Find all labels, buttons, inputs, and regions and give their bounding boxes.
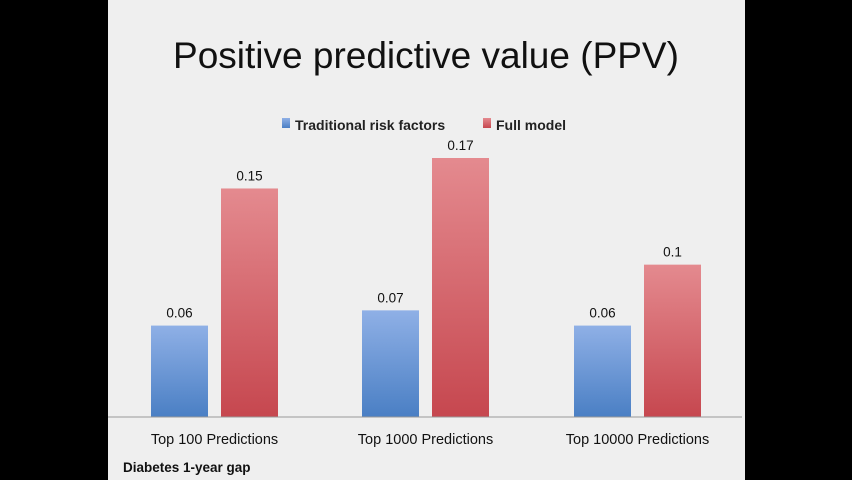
data-label-full-model-1: 0.15	[236, 168, 262, 183]
slide	[108, 0, 745, 480]
data-label-full-model-2: 0.17	[447, 138, 473, 153]
legend-label-full-model: Full model	[496, 117, 566, 133]
category-label-1: Top 100 Predictions	[151, 432, 278, 448]
bar-full-model-3	[644, 264, 701, 417]
legend-swatch-full-model	[483, 118, 491, 128]
category-label-3: Top 10000 Predictions	[566, 432, 710, 448]
legend: Traditional risk factors Full model	[282, 117, 566, 133]
data-label-traditional-3: 0.06	[589, 306, 615, 321]
data-label-traditional-1: 0.06	[166, 306, 192, 321]
bar-traditional-1	[151, 325, 208, 417]
data-label-full-model-3: 0.1	[663, 245, 682, 260]
bar-traditional-3	[574, 325, 631, 417]
legend-swatch-traditional	[282, 118, 290, 128]
category-label-2: Top 1000 Predictions	[358, 432, 493, 448]
bar-full-model-1	[221, 188, 278, 417]
data-label-traditional-2: 0.07	[377, 290, 403, 305]
bars-layer: 0.06 0.15 0.07 0.17 0.06 0.1	[151, 138, 701, 417]
legend-label-traditional: Traditional risk factors	[295, 117, 445, 133]
bar-full-model-2	[432, 158, 489, 417]
chart-title: Positive predictive value (PPV)	[173, 35, 679, 76]
footnote: Diabetes 1-year gap	[123, 460, 251, 475]
category-labels: Top 100 Predictions Top 1000 Predictions T…	[151, 432, 709, 448]
bar-traditional-2	[362, 310, 419, 417]
